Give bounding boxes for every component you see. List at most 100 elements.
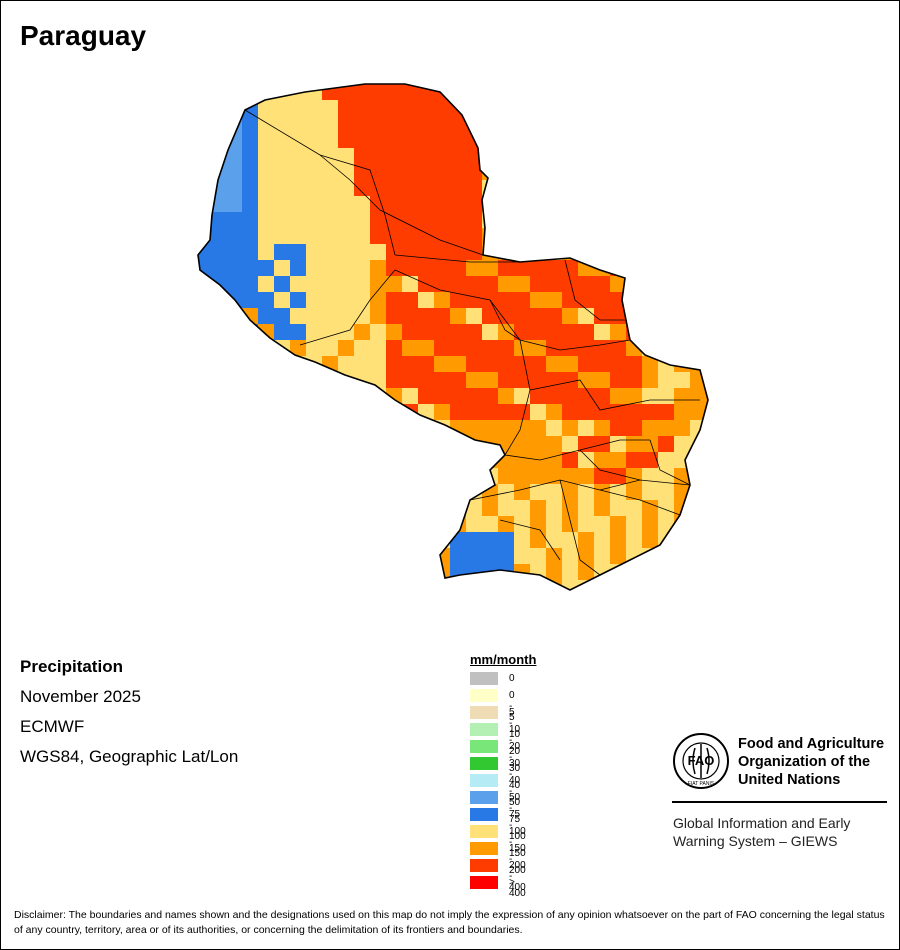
raster-cell bbox=[306, 372, 322, 388]
legend-label: 0 - 5 bbox=[509, 690, 515, 723]
raster-cell bbox=[514, 244, 530, 260]
raster-cell bbox=[242, 308, 258, 324]
raster-cell bbox=[322, 436, 338, 452]
legend-label: 10 - 20 bbox=[509, 724, 521, 757]
raster-cell bbox=[258, 100, 274, 116]
raster-cell bbox=[498, 516, 514, 532]
raster-cell bbox=[274, 292, 290, 308]
raster-cell bbox=[258, 436, 274, 452]
raster-cell bbox=[402, 548, 418, 564]
raster-cell bbox=[434, 452, 450, 468]
raster-cell bbox=[578, 420, 594, 436]
raster-cell bbox=[530, 484, 546, 500]
raster-cell bbox=[466, 372, 482, 388]
raster-cell bbox=[706, 212, 708, 228]
raster-cell bbox=[706, 420, 708, 436]
raster-cell bbox=[498, 180, 514, 196]
raster-cell bbox=[706, 100, 708, 116]
raster-cell bbox=[306, 388, 322, 404]
raster-cell bbox=[562, 340, 578, 356]
raster-cell bbox=[706, 340, 708, 356]
raster-cell bbox=[482, 372, 498, 388]
raster-cell bbox=[274, 516, 290, 532]
raster-cell bbox=[530, 596, 546, 612]
raster-cell bbox=[306, 196, 322, 212]
raster-cell bbox=[578, 484, 594, 500]
model-label: ECMWF bbox=[20, 717, 85, 736]
raster-cell bbox=[242, 452, 258, 468]
raster-cell bbox=[674, 420, 690, 436]
raster-cell bbox=[642, 180, 658, 196]
raster-cell bbox=[226, 244, 242, 260]
raster-cell bbox=[706, 228, 708, 244]
raster-cell bbox=[546, 532, 562, 548]
raster-cell bbox=[242, 484, 258, 500]
raster-cell bbox=[450, 292, 466, 308]
raster-cell bbox=[594, 356, 610, 372]
raster-cell bbox=[370, 420, 386, 436]
raster-cell bbox=[674, 292, 690, 308]
raster-cell bbox=[210, 132, 226, 148]
raster-cell bbox=[386, 340, 402, 356]
raster-cell bbox=[562, 596, 578, 612]
raster-cell bbox=[198, 180, 210, 196]
raster-cell bbox=[578, 388, 594, 404]
raster-cell bbox=[274, 164, 290, 180]
raster-cell bbox=[354, 180, 370, 196]
raster-cell bbox=[306, 468, 322, 484]
raster-cell bbox=[386, 212, 402, 228]
raster-cell bbox=[626, 452, 642, 468]
raster-cell bbox=[594, 164, 610, 180]
raster-cell bbox=[482, 532, 498, 548]
raster-cell bbox=[674, 244, 690, 260]
raster-cell bbox=[514, 436, 530, 452]
raster-cell bbox=[434, 164, 450, 180]
raster-cell bbox=[386, 180, 402, 196]
raster-cell bbox=[674, 148, 690, 164]
raster-cell bbox=[450, 276, 466, 292]
raster-cell bbox=[498, 212, 514, 228]
raster-cell bbox=[498, 468, 514, 484]
raster-cell bbox=[386, 468, 402, 484]
raster-cell bbox=[402, 276, 418, 292]
raster-cell bbox=[370, 356, 386, 372]
raster-cell bbox=[658, 468, 674, 484]
raster-cell bbox=[594, 500, 610, 516]
raster-cell bbox=[226, 420, 242, 436]
raster-cell bbox=[338, 404, 354, 420]
raster-cell bbox=[210, 580, 226, 590]
raster-cell bbox=[322, 372, 338, 388]
raster-cell bbox=[562, 436, 578, 452]
raster-cell bbox=[226, 468, 242, 484]
raster-cell bbox=[226, 340, 242, 356]
raster-cell bbox=[258, 564, 274, 580]
raster-cell bbox=[242, 180, 258, 196]
raster-cell bbox=[594, 340, 610, 356]
raster-cell bbox=[642, 468, 658, 484]
raster-cell bbox=[354, 596, 370, 612]
raster-cell bbox=[674, 116, 690, 132]
raster-cell bbox=[546, 596, 562, 612]
raster-cell bbox=[642, 596, 658, 612]
raster-cell bbox=[530, 500, 546, 516]
raster-cell bbox=[530, 404, 546, 420]
raster-cell bbox=[690, 388, 706, 404]
raster-cell bbox=[198, 484, 210, 500]
raster-cell bbox=[274, 420, 290, 436]
raster-cell bbox=[338, 244, 354, 260]
raster-cell bbox=[418, 180, 434, 196]
raster-cell bbox=[594, 292, 610, 308]
raster-cell bbox=[610, 500, 626, 516]
raster-cell bbox=[658, 372, 674, 388]
raster-cell bbox=[530, 100, 546, 116]
raster-cell bbox=[242, 148, 258, 164]
raster-cell bbox=[258, 356, 274, 372]
raster-cell bbox=[706, 356, 708, 372]
raster-cell bbox=[482, 340, 498, 356]
raster-cell bbox=[258, 596, 274, 612]
raster-cell bbox=[514, 196, 530, 212]
raster-cell bbox=[514, 148, 530, 164]
raster-cell bbox=[578, 548, 594, 564]
raster-cell bbox=[562, 100, 578, 116]
raster-cell bbox=[674, 212, 690, 228]
